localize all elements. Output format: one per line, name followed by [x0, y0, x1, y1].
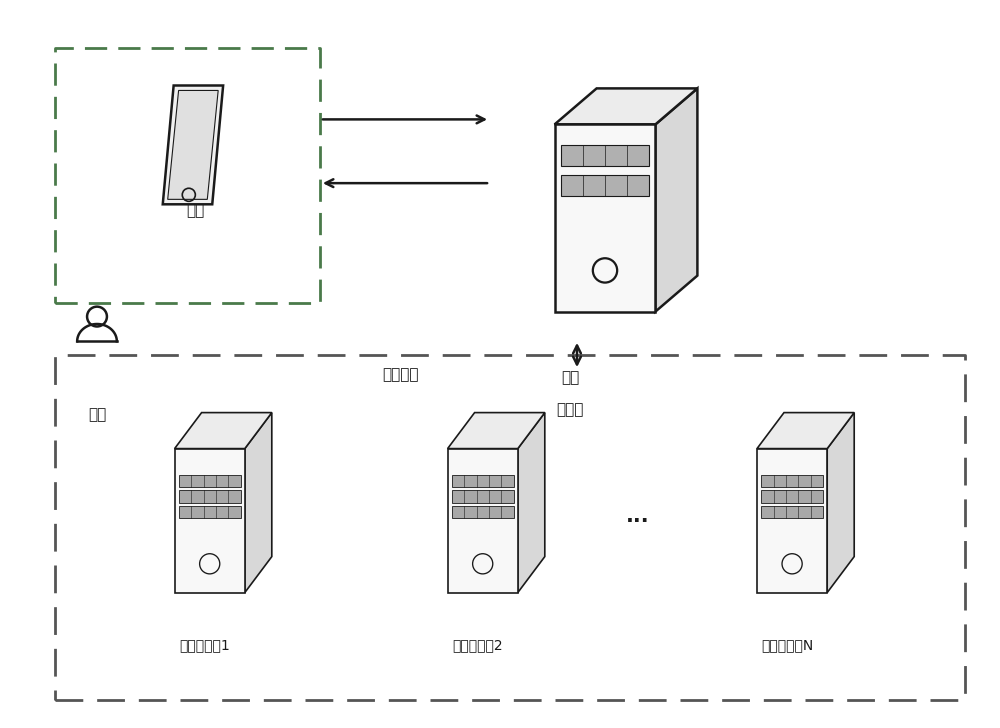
Polygon shape	[761, 506, 823, 518]
Polygon shape	[655, 88, 697, 312]
Text: 终端: 终端	[186, 203, 205, 218]
Text: 设备集群: 设备集群	[383, 367, 419, 382]
Polygon shape	[448, 413, 545, 448]
Polygon shape	[561, 175, 649, 196]
Polygon shape	[175, 413, 272, 448]
Polygon shape	[555, 88, 697, 124]
Polygon shape	[168, 90, 218, 199]
Polygon shape	[175, 448, 245, 593]
Polygon shape	[561, 145, 649, 165]
Polygon shape	[757, 413, 854, 448]
Text: 执行服务器2: 执行服务器2	[452, 638, 503, 652]
Polygon shape	[452, 475, 514, 487]
Polygon shape	[77, 324, 117, 341]
Text: 调度: 调度	[561, 370, 579, 385]
Polygon shape	[518, 413, 545, 593]
Text: 执行服务器1: 执行服务器1	[179, 638, 230, 652]
Text: 执行服务器N: 执行服务器N	[761, 638, 813, 652]
Polygon shape	[448, 448, 518, 593]
Polygon shape	[761, 491, 823, 502]
Polygon shape	[452, 491, 514, 502]
Polygon shape	[757, 448, 827, 593]
Polygon shape	[179, 475, 241, 487]
Polygon shape	[179, 491, 241, 502]
Polygon shape	[827, 413, 854, 593]
Polygon shape	[555, 124, 655, 312]
Polygon shape	[179, 506, 241, 518]
Polygon shape	[761, 475, 823, 487]
Text: 服务器: 服务器	[556, 402, 584, 417]
Polygon shape	[163, 85, 223, 205]
Text: ...: ...	[626, 506, 649, 526]
Polygon shape	[452, 506, 514, 518]
Polygon shape	[245, 413, 272, 593]
Text: 用户: 用户	[88, 407, 106, 422]
